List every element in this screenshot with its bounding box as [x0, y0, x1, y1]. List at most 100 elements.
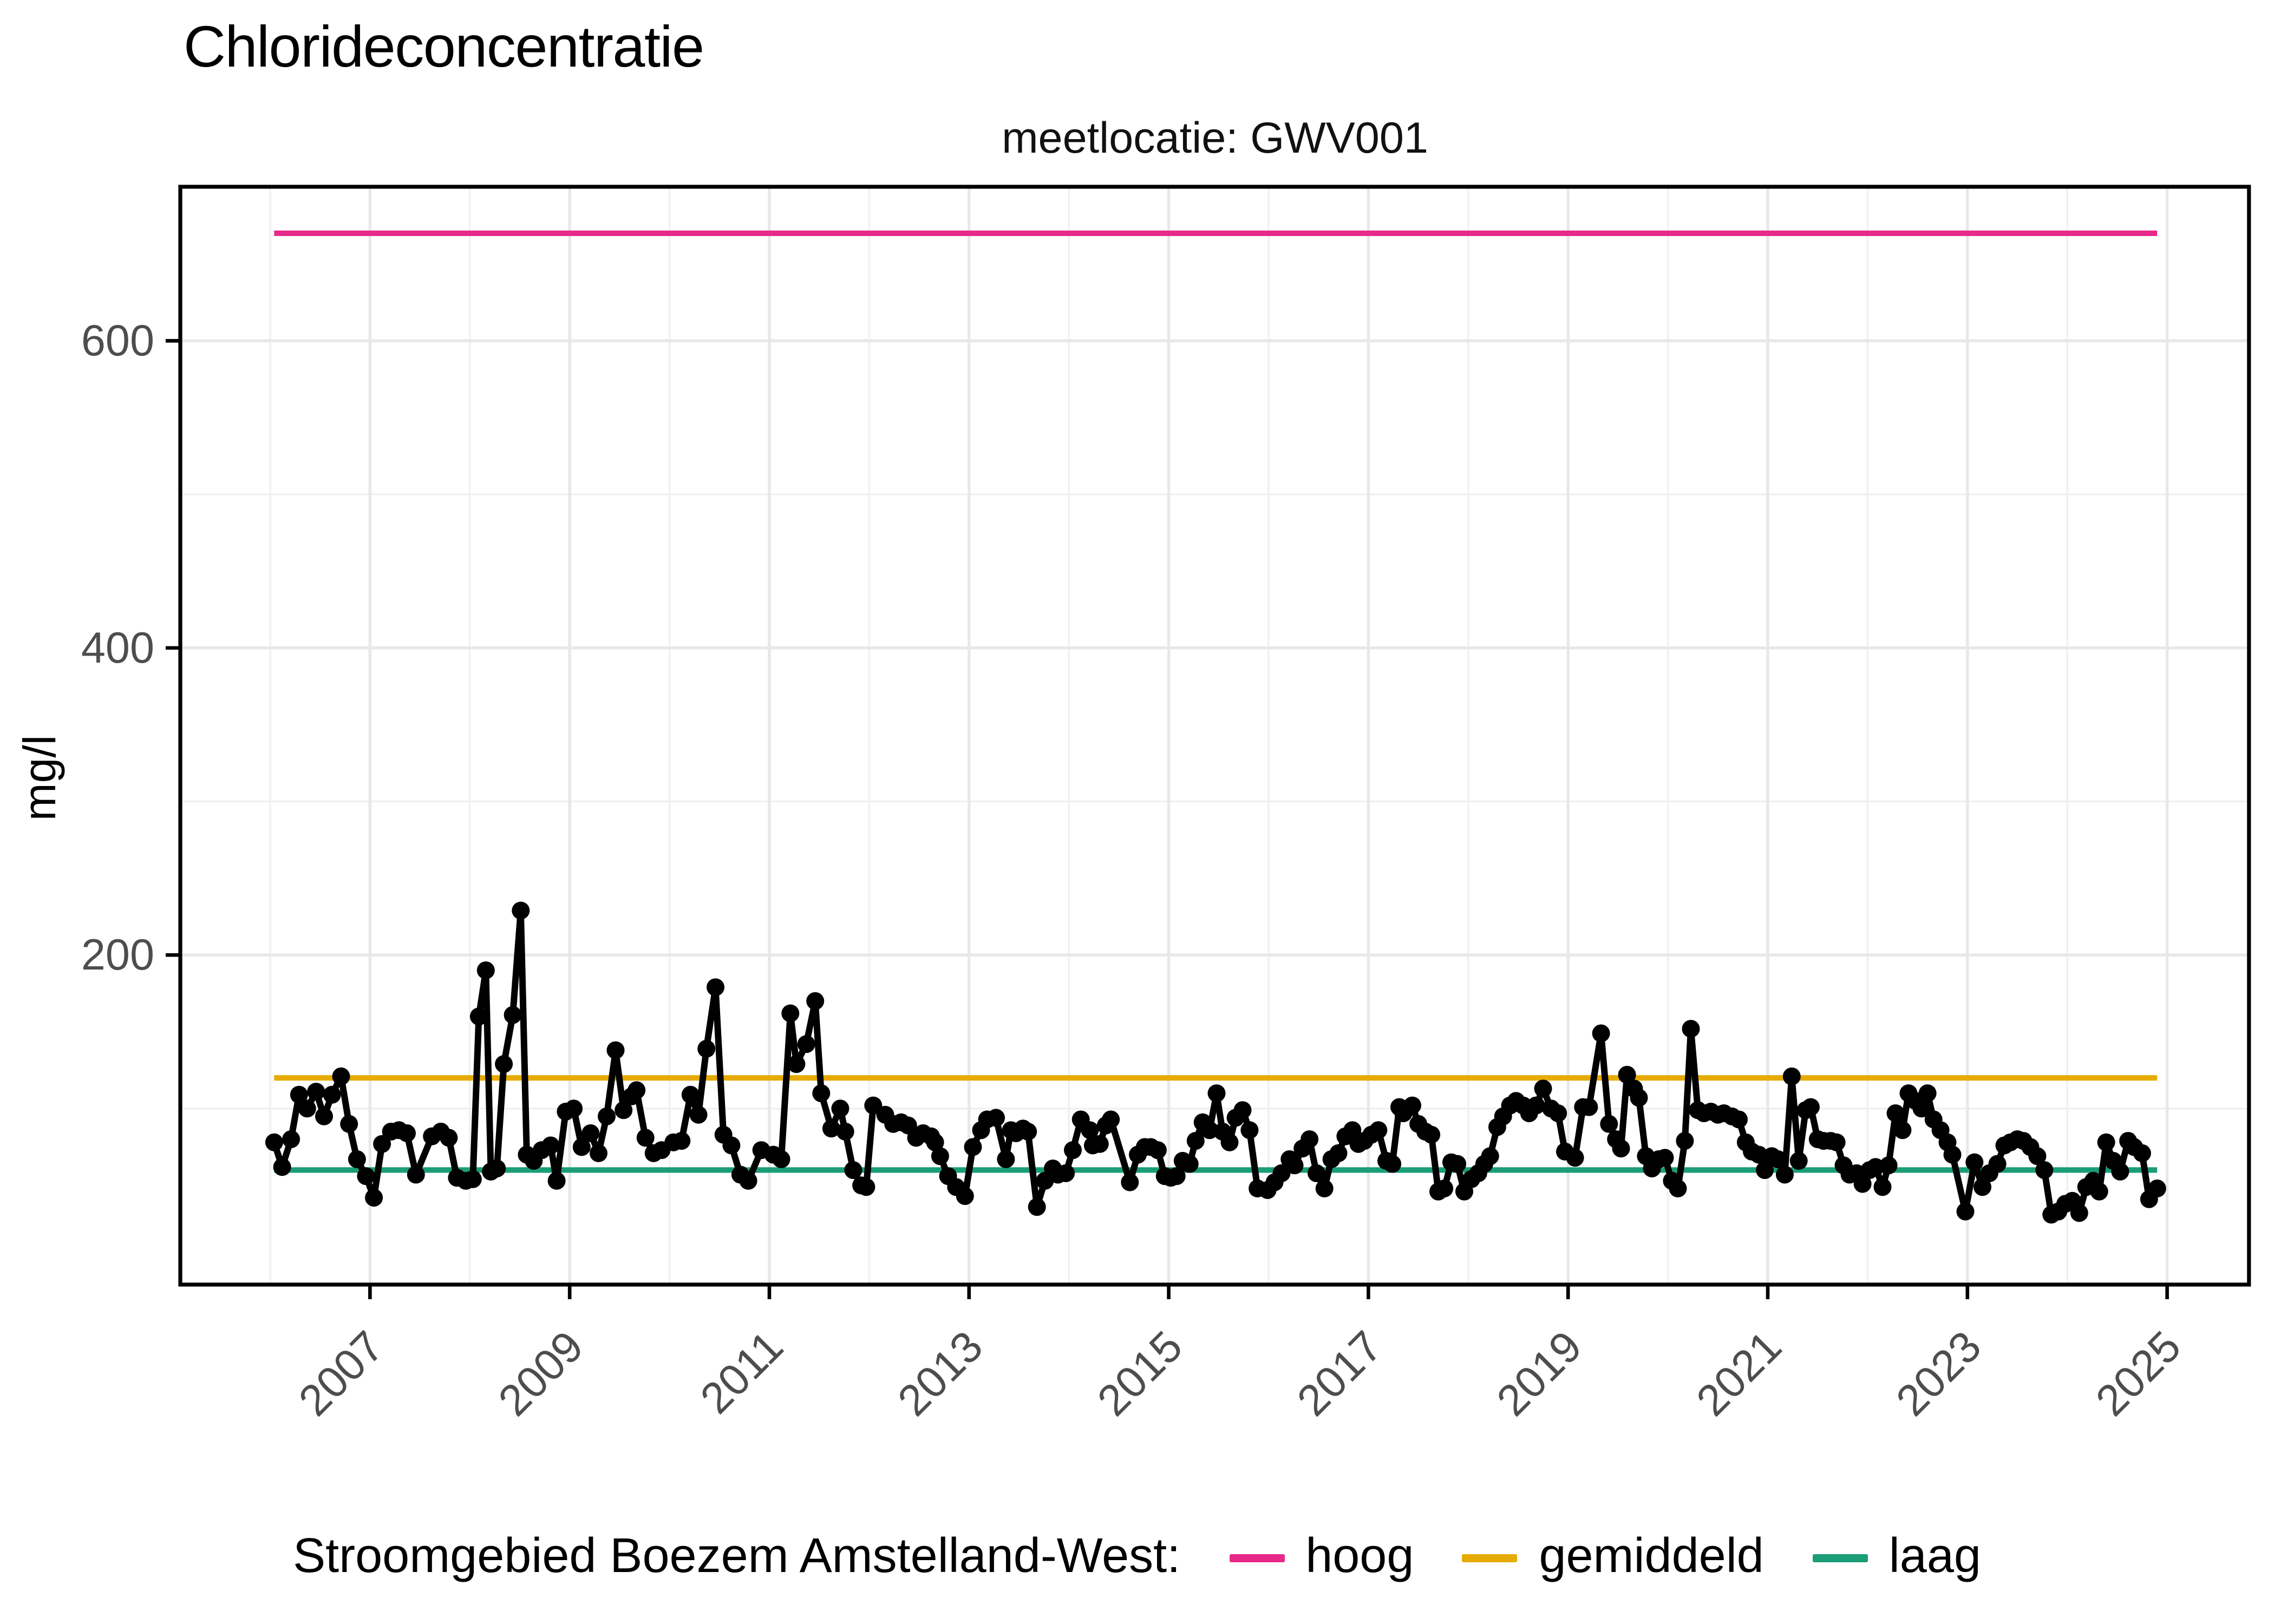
x-tick-label-2013: 2013 — [888, 1322, 992, 1425]
data-point — [1566, 1149, 1584, 1167]
data-point — [1090, 1135, 1109, 1153]
data-point — [298, 1099, 316, 1118]
data-point — [1180, 1155, 1199, 1173]
data-point — [1988, 1155, 2007, 1173]
data-point — [495, 1055, 513, 1073]
data-point — [797, 1035, 815, 1053]
data-point — [1527, 1096, 1545, 1115]
data-point — [357, 1167, 375, 1186]
data-point — [615, 1101, 633, 1119]
data-point — [469, 1007, 488, 1026]
data-point — [781, 1004, 800, 1023]
data-point — [1782, 1067, 1801, 1085]
data-point — [997, 1150, 1015, 1168]
data-point — [844, 1161, 862, 1179]
data-point — [681, 1085, 700, 1104]
data-point — [504, 1006, 522, 1024]
data-point — [315, 1107, 333, 1125]
data-point — [1918, 1084, 1937, 1103]
data-point — [931, 1147, 949, 1165]
data-point — [273, 1158, 291, 1176]
legend-label-hoog: hoog — [1305, 1530, 1414, 1583]
data-point — [1329, 1144, 1348, 1162]
legend-key-line-hoog — [1229, 1553, 1285, 1562]
data-point — [707, 978, 724, 997]
data-point — [1769, 1150, 1787, 1168]
legend-item-laag: laag — [1812, 1530, 1981, 1585]
data-point — [572, 1138, 591, 1156]
data-point — [332, 1067, 350, 1085]
data-point — [1789, 1151, 1808, 1170]
data-point — [2148, 1179, 2166, 1197]
data-point — [1549, 1104, 1567, 1122]
data-point — [1827, 1133, 1846, 1151]
data-point — [1592, 1024, 1610, 1043]
data-point — [836, 1122, 854, 1141]
data-point — [2097, 1133, 2115, 1151]
data-point — [590, 1144, 607, 1162]
legend-label-laag: laag — [1889, 1530, 1981, 1583]
x-tick-label-2025: 2025 — [2087, 1322, 2190, 1425]
legend-key-line-laag — [1812, 1553, 1868, 1562]
data-point — [812, 1084, 831, 1103]
data-point — [1600, 1115, 1618, 1133]
data-point — [1943, 1145, 1962, 1164]
data-point — [1893, 1121, 1912, 1140]
data-point — [1974, 1178, 1991, 1196]
data-point — [1866, 1158, 1885, 1176]
data-point — [689, 1105, 708, 1124]
data-point — [547, 1171, 566, 1190]
data-point — [1220, 1133, 1239, 1151]
data-point — [864, 1096, 883, 1115]
data-point — [1403, 1096, 1421, 1115]
data-point — [2090, 1182, 2108, 1201]
data-point — [1285, 1156, 1304, 1175]
data-point — [290, 1085, 308, 1104]
data-point — [488, 1160, 506, 1177]
data-point — [1240, 1121, 1259, 1140]
x-tick-label-2015: 2015 — [1088, 1322, 1192, 1425]
data-point — [1207, 1084, 1226, 1103]
data-point — [282, 1130, 300, 1148]
x-tick-label-2017: 2017 — [1288, 1322, 1391, 1425]
data-point — [1853, 1175, 1872, 1193]
data-point — [987, 1109, 1005, 1127]
x-tick-label-2021: 2021 — [1688, 1322, 1791, 1425]
data-point — [806, 992, 825, 1010]
panel-border — [178, 185, 2251, 1287]
data-point — [1534, 1079, 1552, 1098]
data-point — [1879, 1156, 1898, 1175]
data-point — [1730, 1110, 1748, 1129]
x-tick-label-2007: 2007 — [290, 1322, 393, 1425]
data-point — [1102, 1110, 1120, 1129]
data-point — [581, 1124, 600, 1142]
data-point — [1965, 1153, 1984, 1171]
data-point — [565, 1099, 583, 1118]
data-point — [1435, 1179, 1454, 1197]
data-point — [1956, 1202, 1975, 1221]
data-point — [1308, 1164, 1325, 1182]
data-point — [1057, 1164, 1075, 1182]
y-tick-label-200: 200 — [81, 931, 154, 979]
data-point — [1200, 1121, 1219, 1140]
data-point — [1801, 1098, 1820, 1116]
data-point — [1186, 1132, 1205, 1150]
data-point — [1315, 1179, 1334, 1197]
legend-item-gemiddeld: gemiddeld — [1462, 1530, 1764, 1585]
data-point — [541, 1136, 560, 1155]
data-point — [2035, 1161, 2054, 1179]
data-point — [1343, 1121, 1362, 1140]
data-point — [926, 1133, 944, 1151]
data-point — [1448, 1155, 1467, 1173]
data-point — [398, 1124, 416, 1142]
data-point — [1301, 1130, 1319, 1148]
data-point — [1369, 1121, 1388, 1140]
data-point — [1028, 1198, 1046, 1216]
data-point — [857, 1178, 875, 1196]
data-point — [1618, 1065, 1636, 1084]
data-point — [1580, 1098, 1598, 1116]
legend: Stroomgebied Boezem Amstelland-West: hoo… — [0, 1530, 2274, 1585]
legend-label-gemiddeld: gemiddeld — [1539, 1530, 1764, 1583]
data-point — [2111, 1162, 2129, 1181]
